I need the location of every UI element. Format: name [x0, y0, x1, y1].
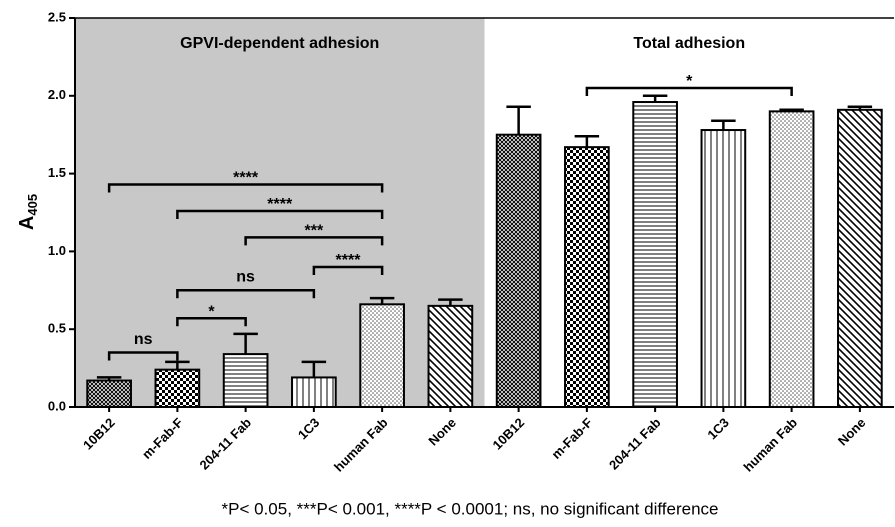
y-tick-label: 1.5	[48, 165, 66, 180]
significance-bracket	[107, 183, 384, 193]
significance-bracket	[176, 289, 316, 299]
bar	[222, 353, 269, 409]
y-axis-label: A405	[16, 194, 40, 230]
significance-label: ***	[305, 223, 324, 240]
error-bar	[711, 119, 736, 131]
significance-label: ns	[236, 269, 255, 286]
bar	[86, 379, 132, 409]
bar	[768, 110, 815, 409]
bar	[564, 146, 610, 408]
significance-bracket	[176, 209, 384, 219]
x-tick-label: None	[835, 415, 869, 449]
error-bar	[233, 332, 258, 355]
group-shade	[75, 18, 485, 407]
error-bar	[165, 360, 190, 370]
significance-label: ****	[336, 252, 362, 269]
x-tick-label: None	[425, 415, 459, 449]
significance-bracket	[585, 86, 793, 97]
bar	[427, 304, 474, 408]
bar	[632, 101, 678, 409]
group-label: Total adhesion	[633, 35, 745, 52]
x-tick-label: human Fab	[331, 415, 391, 475]
significance-label: ns	[134, 331, 153, 348]
y-tick-label: 2.0	[48, 87, 66, 102]
bar	[700, 129, 747, 408]
error-bar	[301, 360, 327, 378]
significance-bracket	[176, 317, 247, 327]
significance-bracket	[107, 351, 179, 361]
x-tick-label: 10B12	[80, 415, 118, 453]
significance-label: ****	[233, 170, 259, 187]
y-tick-label: 1.0	[48, 243, 66, 258]
significance-label: *	[208, 304, 215, 321]
x-tick-label: 1C3	[295, 415, 322, 442]
y-tick-label: 0.0	[48, 398, 66, 413]
y-label-text: A	[16, 216, 38, 230]
significance-bracket	[312, 265, 384, 275]
x-tick-label: 204-11 Fab	[197, 415, 255, 473]
bar	[837, 108, 883, 409]
significance-bracket	[244, 236, 384, 246]
error-bar	[506, 105, 531, 135]
y-tick-label: 0.5	[48, 321, 66, 336]
error-bar	[642, 94, 668, 103]
error-bar	[369, 296, 395, 305]
error-bar	[438, 298, 463, 306]
x-tick-label: m-Fab-F	[549, 415, 596, 462]
x-tick-label: 1C3	[704, 415, 731, 442]
bar	[291, 376, 337, 409]
significance-label: ****	[267, 196, 293, 213]
bar	[359, 303, 405, 408]
x-tick-label: 204-11 Fab	[606, 415, 664, 473]
footnote: *P< 0.05, ***P< 0.001, ****P < 0.0001; n…	[222, 499, 719, 518]
x-tick-label: 10B12	[489, 415, 527, 453]
x-tick-label: m-Fab-F	[139, 415, 186, 462]
y-tick-label: 2.5	[48, 9, 66, 24]
bar	[495, 133, 542, 408]
y-label-subscript: 405	[25, 194, 40, 216]
group-label: GPVI-dependent adhesion	[180, 35, 379, 52]
error-bar	[574, 135, 600, 148]
bar	[154, 368, 201, 409]
x-tick-label: human Fab	[741, 415, 801, 475]
significance-label: *	[686, 73, 693, 90]
